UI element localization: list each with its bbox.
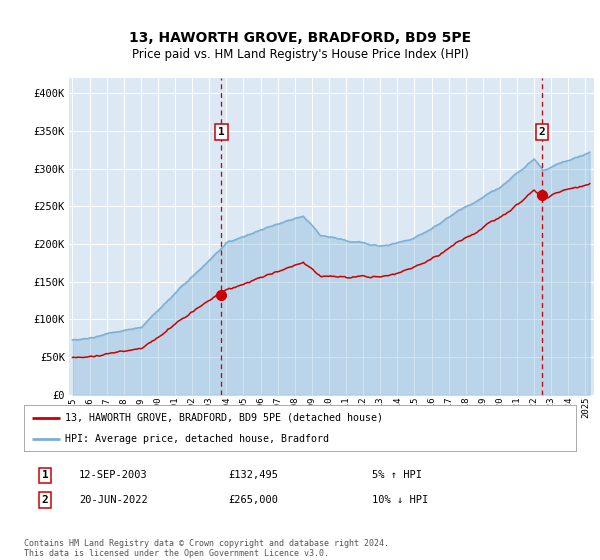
Text: 13, HAWORTH GROVE, BRADFORD, BD9 5PE (detached house): 13, HAWORTH GROVE, BRADFORD, BD9 5PE (de… [65,413,383,423]
Text: £132,495: £132,495 [228,470,278,480]
Text: 2: 2 [539,127,545,137]
Text: Contains HM Land Registry data © Crown copyright and database right 2024.
This d: Contains HM Land Registry data © Crown c… [24,539,389,558]
Text: 13, HAWORTH GROVE, BRADFORD, BD9 5PE: 13, HAWORTH GROVE, BRADFORD, BD9 5PE [129,31,471,45]
Text: 12-SEP-2003: 12-SEP-2003 [79,470,148,480]
Text: 1: 1 [218,127,225,137]
Text: Price paid vs. HM Land Registry's House Price Index (HPI): Price paid vs. HM Land Registry's House … [131,48,469,60]
Text: 2: 2 [41,495,49,505]
Text: 5% ↑ HPI: 5% ↑ HPI [372,470,422,480]
Text: 10% ↓ HPI: 10% ↓ HPI [372,495,428,505]
Text: 20-JUN-2022: 20-JUN-2022 [79,495,148,505]
Text: 1: 1 [41,470,49,480]
Text: £265,000: £265,000 [228,495,278,505]
Text: HPI: Average price, detached house, Bradford: HPI: Average price, detached house, Brad… [65,435,329,444]
